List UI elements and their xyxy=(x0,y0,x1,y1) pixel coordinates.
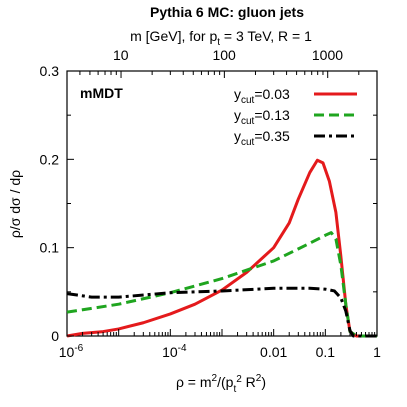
y-axis-ticks: 0 0.1 0.2 0.3 xyxy=(40,63,377,344)
y-tick-label: 0 xyxy=(51,328,59,344)
x-tick-label: 10-6 xyxy=(59,343,84,360)
x-axis-label: ρ = m2/(pt2 R2) xyxy=(176,373,266,395)
legend-label: ycut=0.03 xyxy=(234,86,290,106)
top-tick-label: 10 xyxy=(113,47,129,63)
top-axis-label: m [GeV], for pt = 3 TeV, R = 1 xyxy=(130,28,312,48)
y-tick-label: 0.2 xyxy=(40,151,60,167)
top-axis-ticks: 10 100 1000 xyxy=(66,47,360,78)
y-axis-label: ρ/σ dσ / dρ xyxy=(7,170,23,238)
series-line-3 xyxy=(66,286,377,338)
plot-area xyxy=(66,70,378,338)
top-tick-label: 100 xyxy=(212,47,236,63)
x-tick-label: 0.1 xyxy=(316,344,336,360)
legend-label: ycut=0.13 xyxy=(234,107,290,127)
x-tick-label: 0.01 xyxy=(260,344,287,360)
top-tick-label: 1000 xyxy=(312,47,343,63)
chart-title: Pythia 6 MC: gluon jets xyxy=(150,4,304,20)
y-tick-label: 0.3 xyxy=(40,63,60,79)
series-line-1 xyxy=(66,158,377,338)
x-tick-label: 10-4 xyxy=(162,343,187,360)
y-tick-label: 0.1 xyxy=(40,240,60,256)
legend-label: ycut=0.35 xyxy=(234,128,290,148)
x-tick-label: 1 xyxy=(373,344,381,360)
x-axis-ticks: 10-6 10-4 0.01 0.1 1 xyxy=(59,329,381,360)
series-line-2 xyxy=(66,231,377,338)
mmdt-annotation: mMDT xyxy=(80,85,123,101)
